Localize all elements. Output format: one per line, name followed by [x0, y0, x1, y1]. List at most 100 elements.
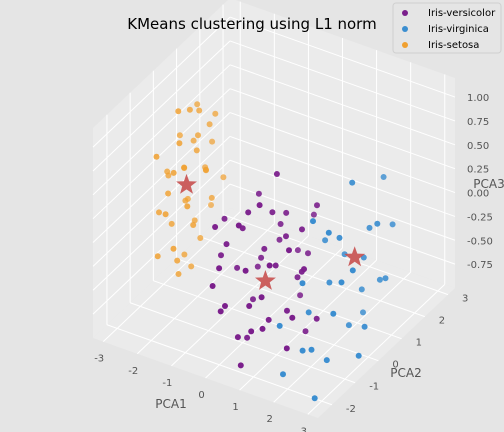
x-tick-label: 3	[301, 426, 307, 432]
data-point	[349, 267, 356, 274]
data-point	[330, 310, 337, 317]
data-point	[294, 274, 301, 281]
z-tick-label: 0.25	[467, 165, 489, 176]
data-point	[276, 322, 283, 329]
data-point	[196, 107, 203, 114]
z-axis-label: PCA3	[473, 177, 504, 191]
grid-line-z	[92, 40, 231, 172]
data-point	[360, 309, 366, 316]
legend-box	[392, 2, 502, 54]
data-point	[174, 257, 181, 264]
data-point	[283, 233, 289, 240]
grid-line-z	[229, 183, 456, 265]
data-point	[284, 307, 290, 314]
data-point	[255, 190, 262, 197]
x-tick-label: 2	[267, 414, 273, 425]
grid-line-z	[92, 136, 231, 267]
data-point	[361, 323, 368, 330]
grid-line-x	[239, 259, 377, 391]
data-point	[336, 234, 343, 241]
data-point	[305, 309, 312, 316]
data-point	[314, 202, 320, 209]
data-point	[310, 218, 316, 225]
z-tick-label: -0.25	[467, 212, 493, 223]
data-point	[223, 241, 230, 248]
data-point	[310, 211, 317, 218]
y-tick-label: 3	[462, 294, 468, 305]
legend-marker-setosa	[402, 42, 408, 48]
data-point	[256, 202, 263, 209]
data-point	[358, 286, 365, 293]
grid-line-z	[92, 159, 231, 291]
data-point	[237, 362, 244, 369]
legend-marker-virginica	[402, 26, 408, 32]
grid-line-z	[92, 16, 231, 148]
data-point	[349, 179, 356, 186]
grid-line-z	[229, 159, 456, 241]
data-point	[170, 169, 177, 176]
data-point	[376, 276, 383, 283]
data-point	[216, 265, 223, 272]
y-tick-label: 0	[392, 360, 398, 371]
data-point	[289, 314, 296, 321]
left-pane	[93, 0, 230, 338]
data-point	[308, 346, 315, 353]
grid-line-x	[171, 235, 309, 367]
data-point	[261, 245, 268, 252]
data-point	[254, 263, 261, 270]
data-point	[366, 224, 373, 231]
data-point	[283, 345, 290, 352]
data-point	[269, 209, 276, 216]
x-tick-label: -2	[128, 366, 138, 377]
y-tick-label: -2	[346, 404, 356, 415]
data-point	[206, 121, 213, 128]
data-point	[313, 315, 320, 322]
y-axis-label: PCA2	[390, 366, 421, 380]
data-point	[162, 211, 169, 218]
data-point	[165, 190, 172, 197]
data-point	[265, 316, 272, 323]
data-point	[301, 266, 307, 273]
data-point	[299, 280, 306, 287]
z-tick-label: 1.00	[467, 93, 489, 104]
grid-line-x	[273, 271, 412, 403]
chart-title: KMeans clustering using L1 norm	[127, 15, 376, 33]
data-point	[326, 279, 333, 286]
legend-label-setosa: Iris-setosa	[428, 40, 479, 51]
data-point	[311, 395, 318, 402]
data-point	[193, 147, 200, 154]
data-point	[323, 357, 330, 364]
data-point	[322, 237, 329, 244]
x-axis-label: PCA1	[155, 397, 186, 411]
grid-line-y	[222, 214, 449, 296]
data-point	[195, 132, 201, 139]
data-point	[280, 371, 286, 378]
data-point	[345, 322, 352, 329]
x-tick-label: -1	[162, 378, 172, 389]
data-point	[245, 209, 252, 216]
data-point	[181, 251, 188, 258]
data-point	[299, 226, 305, 233]
data-point	[176, 132, 183, 139]
data-point	[299, 347, 306, 354]
grid-line-z	[229, 16, 456, 98]
data-point	[188, 263, 195, 270]
data-point	[168, 220, 175, 227]
data-point	[222, 303, 228, 309]
data-point	[277, 221, 284, 227]
data-point	[156, 209, 162, 216]
data-point	[276, 236, 283, 243]
grid-line-z	[92, 112, 231, 243]
y-tick-label: -1	[369, 382, 379, 393]
data-point	[191, 217, 198, 224]
data-point	[176, 140, 183, 147]
grid-line-z	[229, 112, 456, 194]
data-point	[380, 174, 387, 180]
data-point	[302, 328, 309, 335]
grid-line-z	[229, 135, 456, 217]
data-point	[190, 137, 197, 144]
data-point	[197, 235, 204, 241]
data-point	[208, 194, 215, 201]
data-point	[194, 101, 201, 108]
